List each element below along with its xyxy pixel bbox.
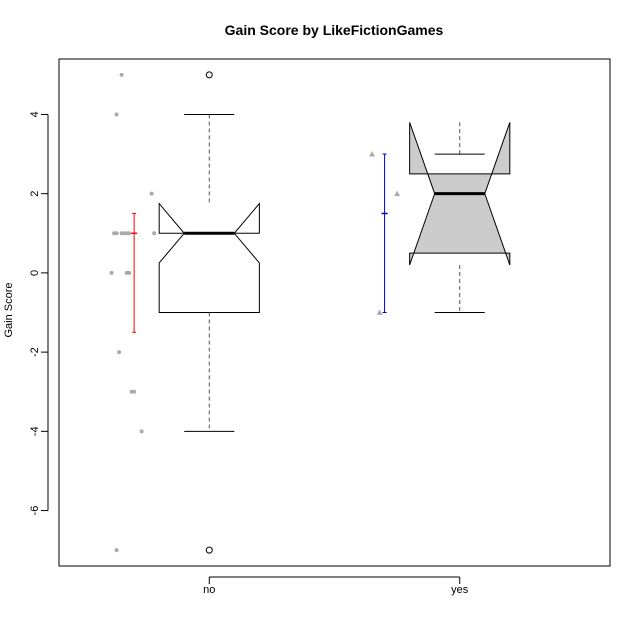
data-point bbox=[109, 270, 114, 275]
data-point bbox=[369, 151, 376, 157]
chart-title: Gain Score by LikeFictionGames bbox=[225, 22, 444, 38]
data-point bbox=[114, 231, 119, 236]
x-tick-label: yes bbox=[451, 584, 469, 596]
data-point bbox=[132, 389, 137, 394]
y-tick-label: -2 bbox=[29, 347, 41, 357]
y-axis-label: Gain Score bbox=[3, 282, 15, 337]
x-tick-label: no bbox=[203, 584, 215, 596]
data-point bbox=[139, 429, 144, 434]
outlier-point bbox=[205, 71, 213, 79]
outlier-point bbox=[205, 546, 213, 554]
y-axis: -6 -4 -2 0 2 4 bbox=[29, 111, 49, 516]
data-point bbox=[127, 270, 132, 275]
y-tick-label: 4 bbox=[29, 111, 41, 117]
data-point bbox=[114, 112, 119, 117]
jitter-points bbox=[109, 72, 401, 553]
mean-error-bars bbox=[131, 153, 388, 333]
x-axis: no yes bbox=[203, 576, 469, 596]
data-point bbox=[149, 191, 154, 196]
box-body bbox=[158, 202, 260, 313]
data-point bbox=[127, 231, 132, 236]
data-point bbox=[114, 548, 119, 553]
plot-frame bbox=[58, 58, 611, 567]
data-point bbox=[394, 190, 401, 197]
data-point bbox=[119, 72, 124, 77]
y-tick-label: -4 bbox=[29, 426, 41, 436]
data-point bbox=[376, 309, 383, 315]
y-tick-label: 2 bbox=[29, 191, 41, 197]
boxes bbox=[158, 71, 511, 554]
data-point bbox=[152, 231, 157, 236]
y-tick-label: -6 bbox=[29, 506, 41, 516]
data-point bbox=[117, 350, 122, 355]
y-tick-label: 0 bbox=[29, 270, 41, 276]
